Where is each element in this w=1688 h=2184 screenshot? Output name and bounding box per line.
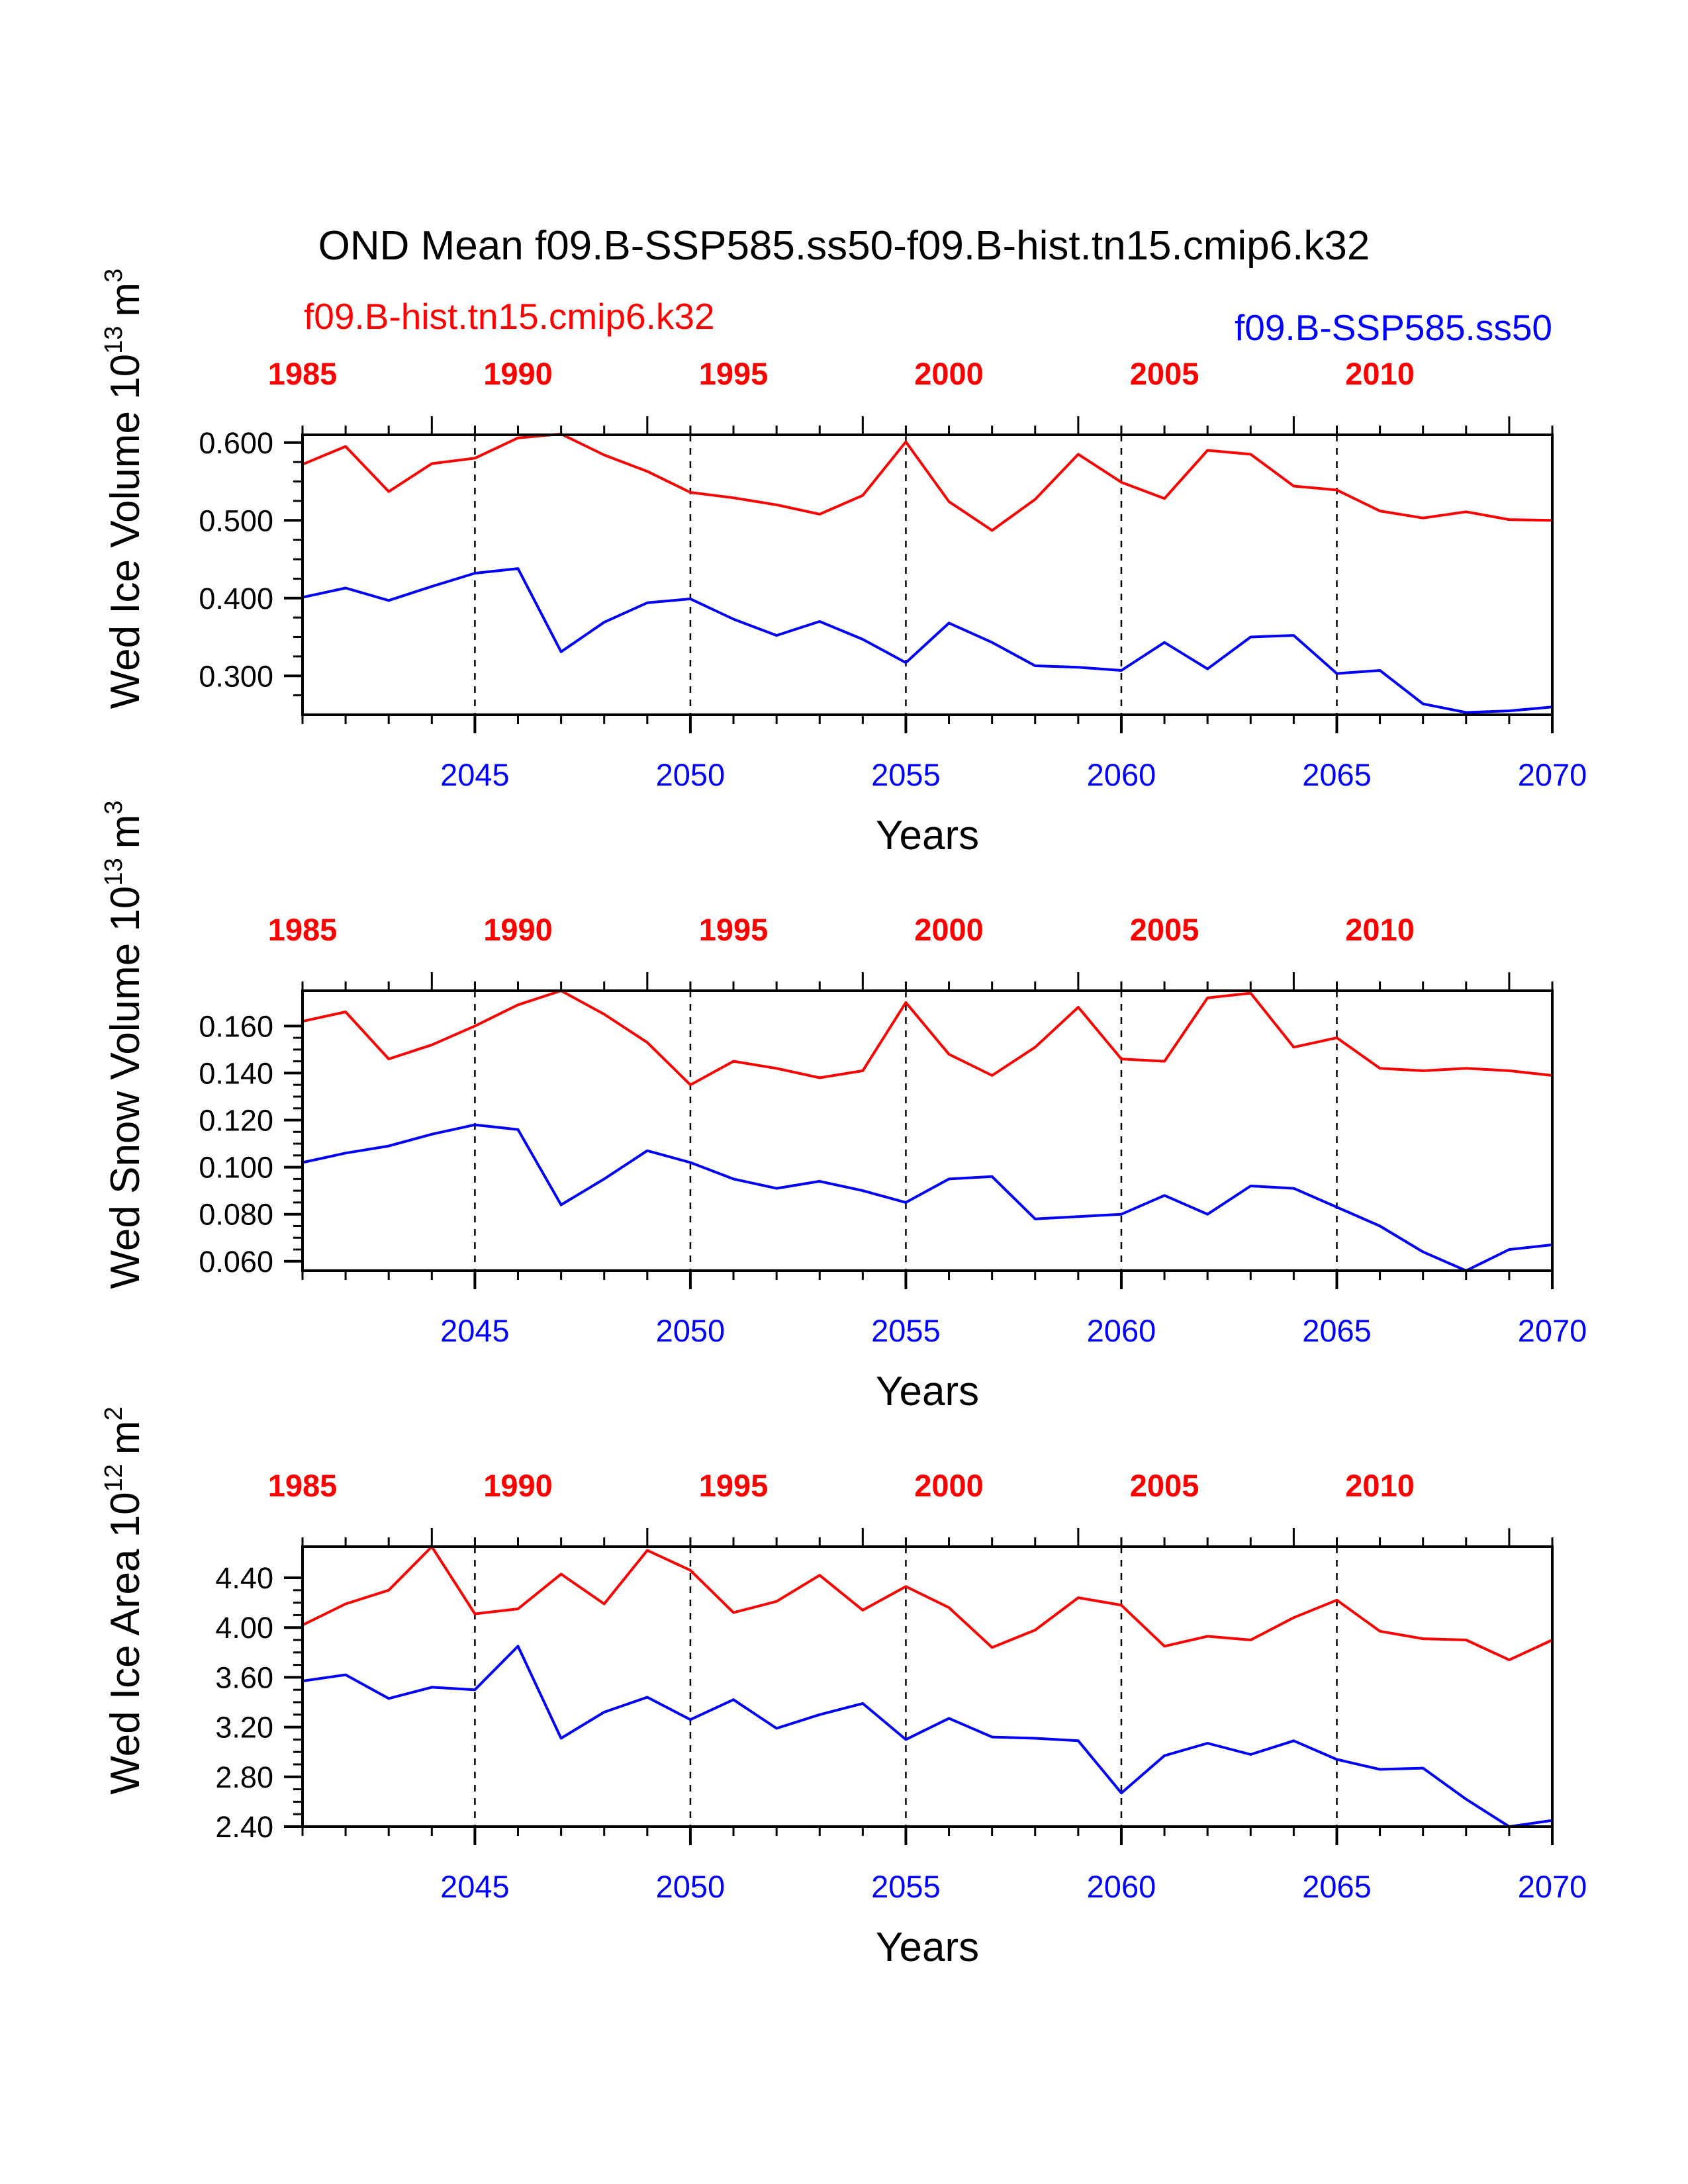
y-tick-label: 2.40 [215, 1810, 273, 1844]
x-tick-label: 2060 [1087, 1313, 1156, 1348]
x-tick-label: 2070 [1518, 757, 1587, 792]
x-tick-label: 2050 [656, 1869, 726, 1904]
y-axis-label-unit-exp: 3 [100, 801, 128, 815]
x-top-tick-label: 2005 [1130, 356, 1199, 391]
x-top-tick-label: 1985 [268, 1468, 338, 1503]
y-axis-label-exp: 13 [100, 326, 128, 354]
series-line-hist [302, 432, 1553, 532]
x-top-tick-label: 1995 [699, 912, 769, 947]
x-top-tick-label: 1995 [699, 1468, 769, 1503]
y-axis-label-unit: m [103, 815, 148, 849]
legend-ssp-label: f09.B-SSP585.ss50 [1235, 307, 1552, 348]
x-tick-label: 2070 [1518, 1313, 1587, 1348]
panel-2: 2045 2050 2055 2060 2065 2070 1985 1990 1995 2000… [100, 801, 1587, 1414]
x-top-tick-label: 1990 [483, 912, 553, 947]
plot-frame [301, 1545, 1554, 1828]
y-axis-label-unit-exp: 2 [100, 1406, 128, 1420]
y-axis-label: Wed Ice Volume 1013 m3 [100, 269, 148, 709]
y-axis-label-unit: m [103, 1420, 148, 1455]
x-top-tick-label: 1990 [483, 356, 553, 391]
plot-frame [301, 989, 1554, 1272]
x-tick-label: 2055 [871, 1313, 941, 1348]
x-top-tick-label: 1985 [268, 356, 338, 391]
x-tick-label: 2050 [656, 1313, 726, 1348]
y-axis-label-exp: 12 [100, 1464, 128, 1492]
y-axis-label-text: Wed Ice Volume 10 [103, 354, 148, 709]
y-tick-label: 0.060 [199, 1245, 273, 1279]
y-tick-label: 0.140 [199, 1056, 273, 1090]
y-axis-label: Wed Ice Area 1012 m2 [100, 1406, 148, 1794]
series-line-hist [302, 989, 1553, 1087]
x-tick-label: 2060 [1087, 757, 1156, 792]
x-axis-label: Years [876, 813, 979, 858]
y-tick-label: 3.60 [215, 1661, 273, 1694]
y-tick-label: 0.120 [199, 1104, 273, 1138]
y-axis-label-unit-exp: 3 [100, 269, 128, 283]
x-tick-label: 2045 [440, 1869, 510, 1904]
y-tick-label: 4.00 [215, 1611, 273, 1645]
x-top-tick-label: 2000 [914, 912, 984, 947]
legend-hist-label: f09.B-hist.tn15.cmip6.k32 [304, 296, 715, 337]
series-line-hist [302, 1545, 1553, 1662]
x-top-tick-label: 2000 [914, 1468, 984, 1503]
y-axis-label-exp: 13 [100, 858, 128, 886]
y-tick-label: 4.40 [215, 1561, 273, 1595]
x-top-tick-label: 2005 [1130, 912, 1199, 947]
x-top-tick-label: 2010 [1345, 912, 1415, 947]
y-tick-label: 3.20 [215, 1711, 273, 1745]
y-axis-label-text: Wed Ice Area 10 [103, 1492, 148, 1794]
panel-1: 2045 2050 2055 2060 2065 2070 1985 1990 1995 2000… [100, 269, 1587, 858]
y-tick-label: 0.600 [199, 426, 273, 460]
plot-frame [301, 433, 1554, 716]
x-top-tick-label: 2005 [1130, 1468, 1199, 1503]
x-top-tick-label: 2010 [1345, 356, 1415, 391]
y-axis-label-text: Wed Snow Volume 10 [103, 886, 148, 1289]
x-top-tick-label: 2000 [914, 356, 984, 391]
x-axis-label: Years [876, 1369, 979, 1414]
x-tick-label: 2060 [1087, 1869, 1156, 1904]
x-tick-label: 2045 [440, 757, 510, 792]
series-line-ssp [302, 567, 1553, 714]
series-line-ssp [302, 1645, 1553, 1828]
x-top-tick-label: 1990 [483, 1468, 553, 1503]
chart-title: OND Mean f09.B-SSP585.ss50-f09.B-hist.tn… [318, 223, 1370, 269]
x-tick-label: 2065 [1302, 1869, 1372, 1904]
y-tick-label: 0.500 [199, 504, 273, 537]
y-tick-label: 0.100 [199, 1151, 273, 1185]
y-tick-label: 0.300 [199, 659, 273, 693]
chart-panels: 2045 2050 2055 2060 2065 2070 1985 1990 1995 2000… [100, 269, 1587, 1970]
series-line-ssp [302, 1123, 1553, 1272]
x-tick-label: 2065 [1302, 1313, 1372, 1348]
x-tick-label: 2045 [440, 1313, 510, 1348]
x-top-tick-label: 1995 [699, 356, 769, 391]
x-tick-label: 2065 [1302, 757, 1372, 792]
x-top-tick-label: 2010 [1345, 1468, 1415, 1503]
y-tick-label: 2.80 [215, 1760, 273, 1794]
x-tick-label: 2055 [871, 757, 941, 792]
y-tick-label: 0.400 [199, 582, 273, 615]
x-tick-label: 2070 [1518, 1869, 1587, 1904]
y-axis-label-unit: m [103, 283, 148, 317]
y-tick-label: 0.160 [199, 1009, 273, 1043]
y-axis-label: Wed Snow Volume 1013 m3 [100, 801, 148, 1289]
x-tick-label: 2050 [656, 757, 726, 792]
x-axis-label: Years [876, 1925, 979, 1970]
y-tick-label: 0.080 [199, 1198, 273, 1232]
panel-3: 2045 2050 2055 2060 2065 2070 1985 1990 1995 2000… [100, 1406, 1587, 1970]
x-top-tick-label: 1985 [268, 912, 338, 947]
x-tick-label: 2055 [871, 1869, 941, 1904]
